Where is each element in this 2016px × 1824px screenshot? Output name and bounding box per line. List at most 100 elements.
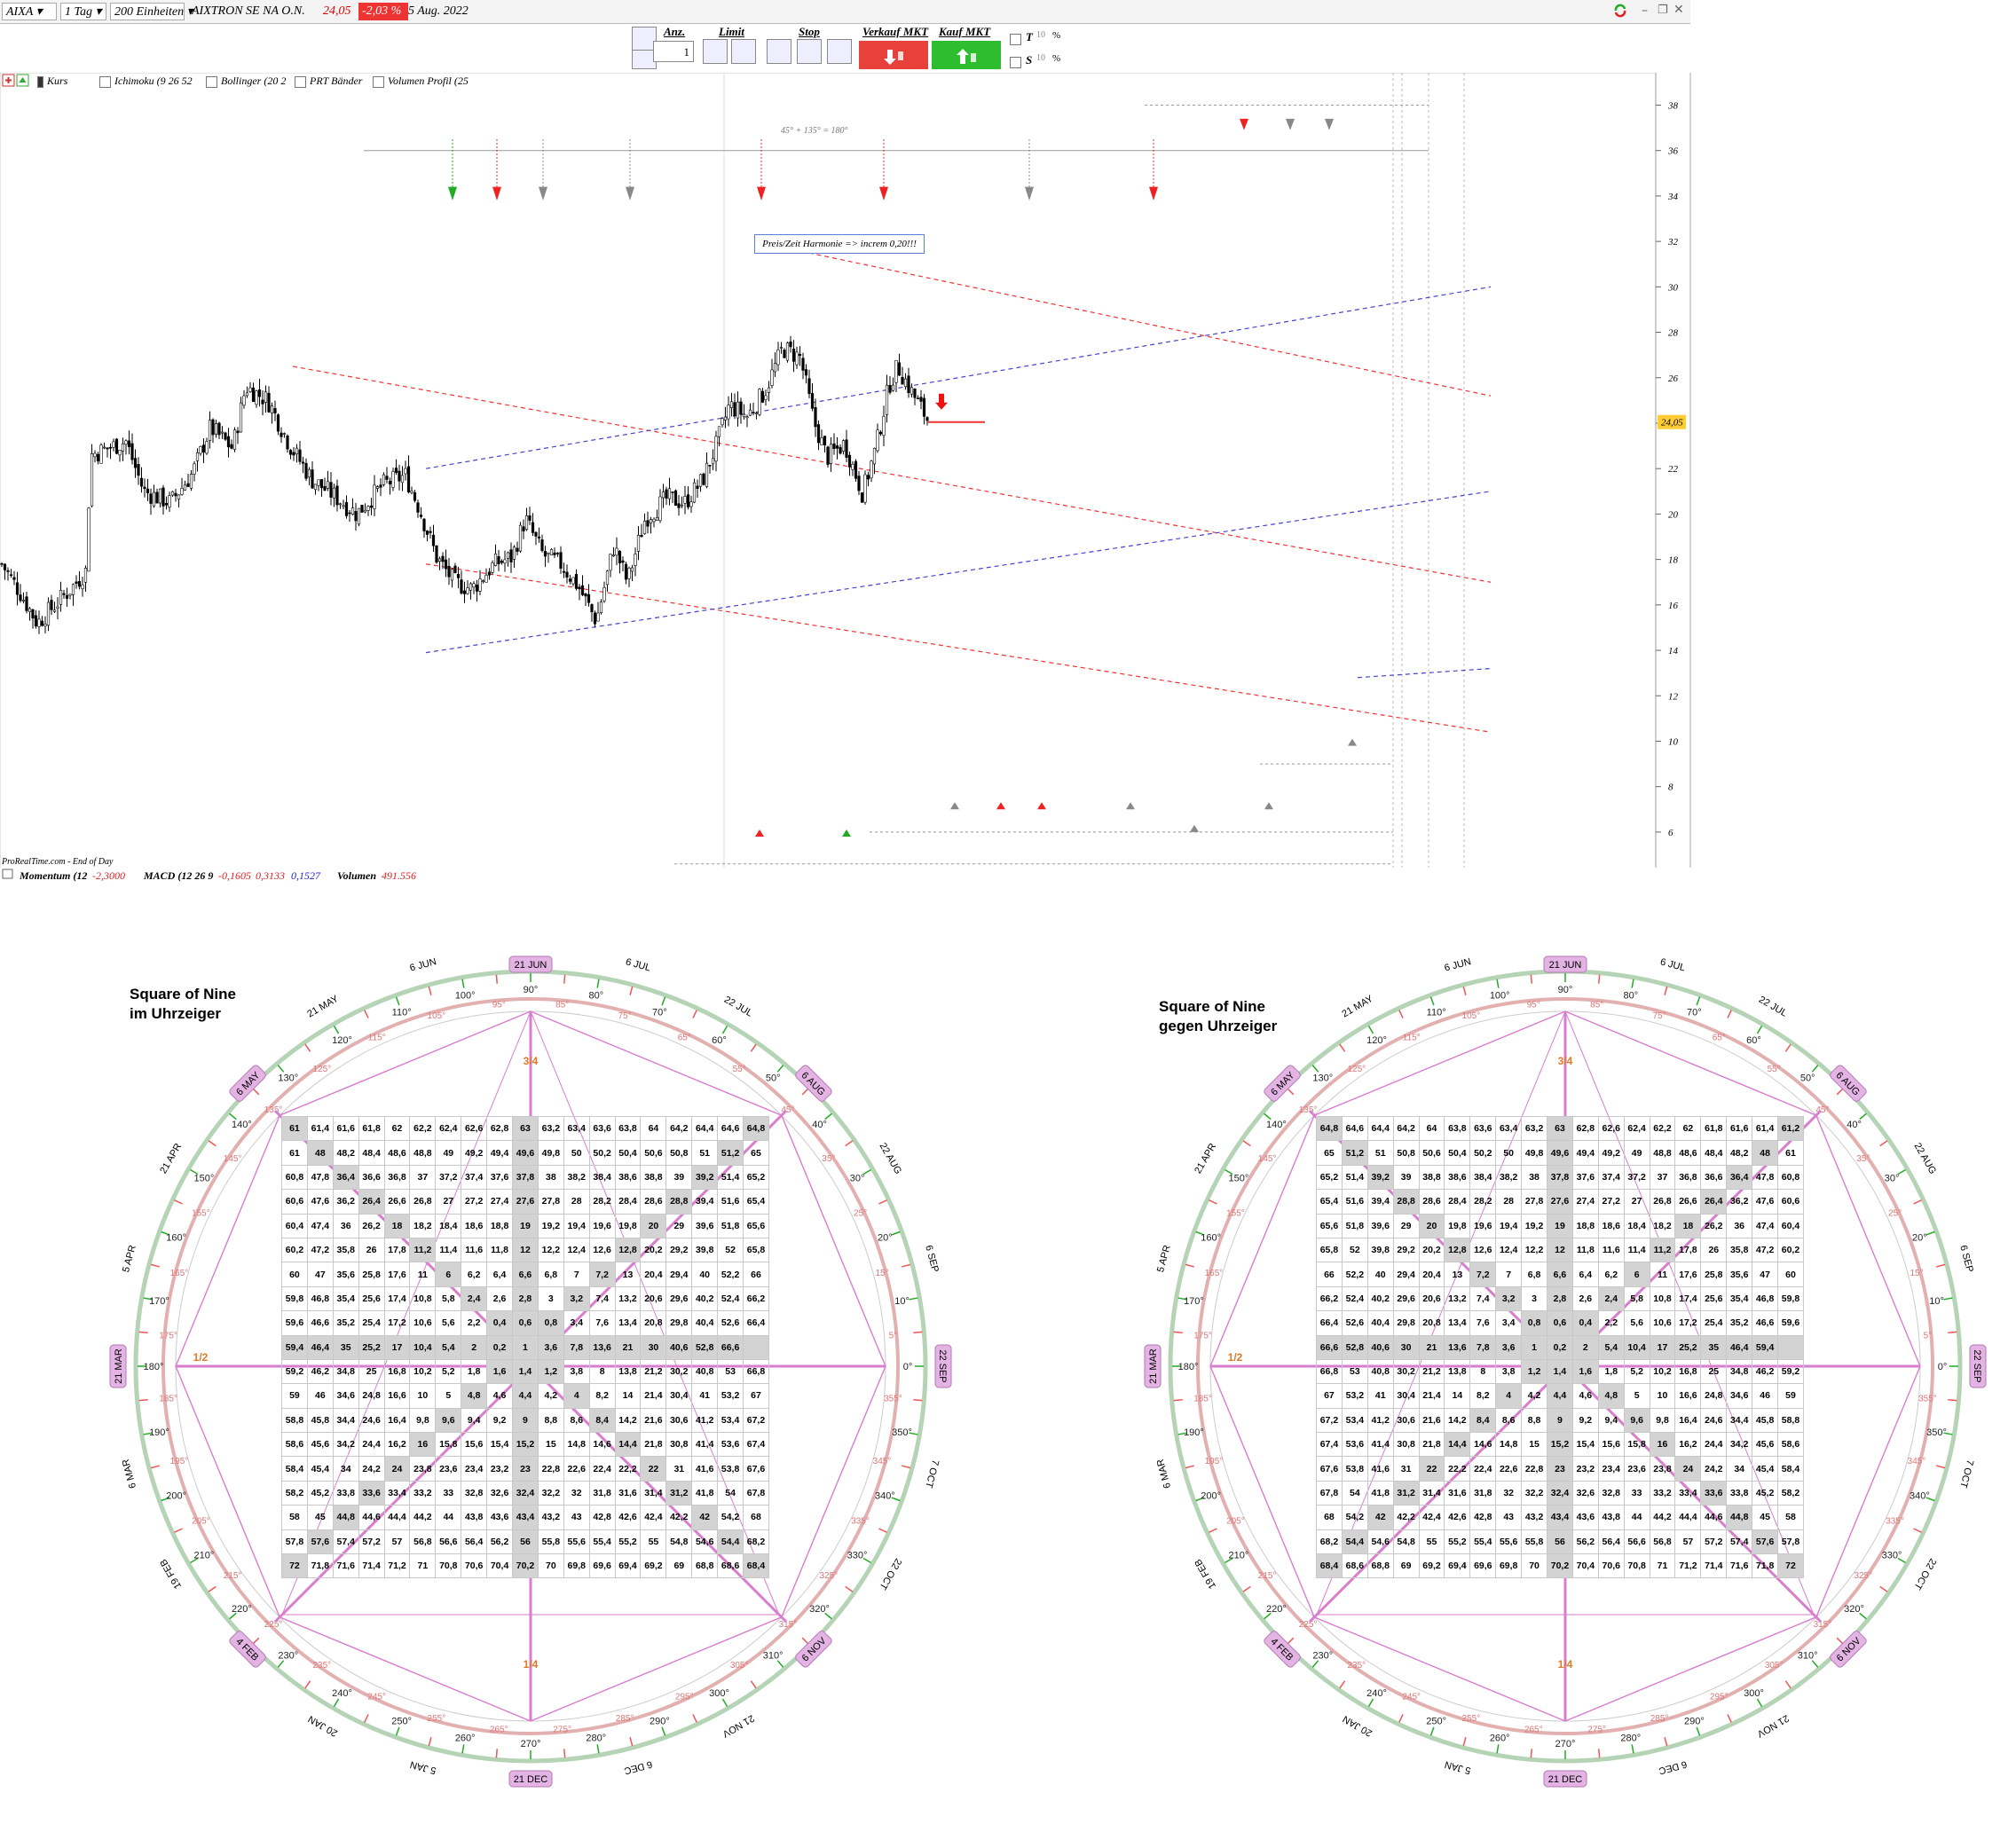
degree-tick — [1631, 979, 1634, 988]
stop-sell-button[interactable] — [797, 39, 822, 64]
candle-body — [201, 444, 206, 453]
grid-cell: 66,6 — [1316, 1334, 1343, 1360]
degree-tick — [189, 1557, 199, 1564]
candle-body — [326, 481, 330, 489]
grid-cell: 10,2 — [409, 1358, 437, 1385]
degree-label: 145° — [1258, 1154, 1277, 1164]
grid-cell: 38,2 — [1495, 1164, 1523, 1191]
grid-cell: 28,4 — [614, 1189, 642, 1215]
minimize-icon[interactable]: – — [1642, 4, 1648, 18]
degree-tick — [1195, 1230, 1205, 1236]
degree-label: 155° — [1226, 1209, 1245, 1219]
wrench-icon[interactable] — [632, 27, 657, 51]
symbol-select[interactable]: AIXA ▾ — [2, 3, 57, 20]
grid-cell: 70,6 — [1597, 1553, 1625, 1579]
degree-tick — [1913, 1199, 1922, 1205]
candle-body — [484, 574, 488, 583]
macd-label[interactable]: MACD (12 26 9 — [144, 869, 214, 882]
grid-cell: 2,6 — [1571, 1285, 1599, 1312]
grid-cell: 24,2 — [358, 1456, 385, 1482]
grid-cell: 12,8 — [1444, 1237, 1471, 1263]
grid-cell: 39,2 — [1366, 1164, 1394, 1191]
restore-icon[interactable]: ❐ — [1658, 4, 1668, 17]
grid-cell: 70 — [1521, 1553, 1548, 1579]
quantity-input[interactable]: 1 — [653, 41, 694, 62]
grid-cell: 57,8 — [1777, 1529, 1804, 1555]
stop-limit-button[interactable] — [827, 39, 852, 64]
grid-cell: 44 — [1623, 1505, 1650, 1530]
grid-row: 68,2 54,4 54,6 54,8 55 55,2 55,4 55,6 55,8 56 56,2… — [1316, 1529, 1804, 1555]
volumen-label[interactable]: Volumen — [337, 869, 377, 882]
down-arrow-icon — [539, 186, 547, 201]
grid-cell: 7,8 — [1469, 1334, 1497, 1360]
s-checkbox[interactable] — [1010, 57, 1021, 68]
grid-row: 60,6 47,6 36,2 26,4 26,6 26,8 27 27,2 27,4 27,6 27… — [281, 1189, 769, 1215]
grid-cell: 12,4 — [1495, 1237, 1523, 1263]
t-checkbox[interactable] — [1010, 34, 1021, 45]
grid-cell: 15 — [537, 1432, 564, 1458]
price-chart[interactable]: 68101214161820222426283032343638JuniJuli… — [0, 73, 1695, 868]
degree-label: 45° — [1815, 1105, 1829, 1115]
candle-body — [907, 375, 910, 393]
kurs-toggle[interactable]: Kurs — [37, 73, 67, 89]
anz-label: Anz. — [664, 25, 686, 38]
candle-body — [81, 584, 84, 589]
grid-cell: 46,4 — [306, 1334, 334, 1360]
grid-cell: 35,6 — [332, 1262, 359, 1287]
limit-buy-button[interactable] — [703, 39, 728, 64]
stop-buy-button[interactable] — [767, 39, 791, 64]
grid-cell: 12 — [512, 1237, 539, 1263]
units-select[interactable]: 200 Einheiten ▾ — [110, 3, 193, 20]
grid-cell: 1 — [1521, 1334, 1548, 1360]
bollinger-toggle[interactable]: Bollinger (20 2 — [206, 73, 286, 89]
degree-tick — [1462, 986, 1467, 995]
candle-body — [174, 492, 177, 497]
grid-cell: 49,8 — [537, 1140, 564, 1166]
grid-cell: 27,2 — [461, 1189, 488, 1215]
grid-cell: 8,6 — [1495, 1407, 1523, 1434]
grid-cell: 43,6 — [486, 1505, 514, 1530]
sell-market-button[interactable] — [859, 41, 928, 69]
prt-toggle[interactable]: PRT Bänder — [295, 73, 362, 89]
grid-cell: 42,2 — [1392, 1505, 1420, 1530]
interval-select[interactable]: 1 Tag ▾ — [60, 3, 106, 20]
candle-body — [872, 448, 877, 465]
close-icon[interactable]: ✕ — [1673, 3, 1684, 17]
candle-body — [587, 594, 591, 603]
grid-cell: 31,8 — [588, 1480, 616, 1506]
ichimoku-toggle[interactable]: Ichimoku (9 26 52 — [99, 73, 193, 89]
momentum-label[interactable]: Momentum (12 — [20, 869, 88, 882]
degree-label: 45° — [781, 1105, 794, 1115]
grid-cell: 44,2 — [1649, 1505, 1676, 1530]
y-tick-label: 22 — [1668, 464, 1679, 475]
grid-cell: 70,8 — [435, 1553, 462, 1579]
blue-channel-line — [1357, 667, 1492, 679]
grid-cell: 55,2 — [614, 1529, 642, 1555]
candle-body — [609, 554, 612, 571]
grid-cell: 13,6 — [1444, 1334, 1471, 1360]
degree-tick — [1836, 1088, 1844, 1096]
t-value[interactable]: 10 — [1036, 30, 1045, 40]
degree-label: 160° — [1201, 1233, 1221, 1244]
candle-body — [745, 416, 749, 419]
degree-label: 120° — [332, 1035, 352, 1046]
buy-market-button[interactable] — [932, 41, 1001, 69]
limit-sell-button[interactable] — [731, 39, 756, 64]
grid-cell: 31,8 — [1469, 1480, 1497, 1506]
add-indicator-icon[interactable] — [2, 73, 30, 89]
lower-panel-icon[interactable] — [2, 868, 14, 884]
grid-cell: 47,2 — [1752, 1237, 1779, 1263]
grid-cell: 58,8 — [1777, 1407, 1804, 1434]
s-value[interactable]: 10 — [1036, 53, 1045, 63]
grid-cell: 3,4 — [563, 1310, 590, 1336]
candle-body — [754, 413, 759, 414]
grid-cell: 54,4 — [1341, 1529, 1368, 1555]
grid-cell: 43,4 — [512, 1505, 539, 1530]
harmony-annotation[interactable]: Preis/Zeit Harmonie => increm 0,20!!! — [754, 234, 925, 254]
grid-cell: 31 — [665, 1456, 693, 1482]
refresh-icon[interactable] — [1613, 4, 1627, 18]
volumen-profil-toggle[interactable]: Volumen Profil (25 — [373, 73, 469, 89]
kurs-label: Kurs — [47, 75, 68, 87]
grid-cell: 48 — [306, 1140, 334, 1166]
cardinal-badge-label: 21 DEC — [514, 1774, 548, 1785]
